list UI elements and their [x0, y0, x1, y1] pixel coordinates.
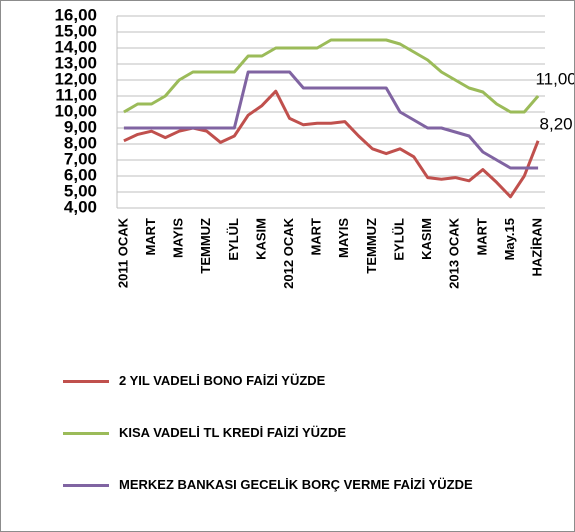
x-tick-label: MART	[474, 218, 489, 256]
x-tick-label: 2012 OCAK	[281, 217, 296, 288]
y-tick-label: 16,00	[54, 5, 97, 24]
x-tick-label: EYLÜL	[391, 218, 406, 261]
legend-item: 2 YIL VADELİ BONO FAİZİ YÜZDE	[63, 371, 553, 391]
y-tick-label: 7,00	[64, 149, 97, 168]
legend-swatch	[63, 484, 109, 487]
series-line	[123, 38, 540, 114]
x-tick-label: HAZİRAN	[530, 218, 545, 277]
y-tick-label: 12,00	[54, 69, 97, 88]
legend-label: 2 YIL VADELİ BONO FAİZİ YÜZDE	[119, 373, 326, 388]
y-tick-label: 10,00	[54, 101, 97, 120]
y-tick-label: 5,00	[64, 181, 97, 200]
x-tick-label: EYLÜL	[226, 218, 241, 261]
legend-item: MERKEZ BANKASI GECELİK BORÇ VERME FAİZİ …	[63, 475, 553, 495]
y-tick-label: 11,00	[55, 85, 97, 104]
y-tick-label: 13,00	[54, 53, 97, 72]
x-tick-label: KASIM	[419, 218, 434, 260]
x-tick-label: MART	[309, 218, 324, 256]
legend-swatch	[63, 380, 109, 383]
legend-label: MERKEZ BANKASI GECELİK BORÇ VERME FAİZİ …	[119, 477, 473, 492]
x-tick-label: 2011 OCAK	[115, 217, 130, 288]
x-tick-label: MART	[143, 218, 158, 256]
y-tick-label: 6,00	[64, 165, 97, 184]
legend-swatch	[63, 432, 109, 435]
y-tick-label: 9,00	[64, 117, 97, 136]
y-tick-label: 14,00	[54, 37, 97, 56]
x-tick-label: TEMMUZ	[364, 218, 379, 274]
y-tick-label: 15,00	[54, 21, 97, 40]
legend-item: KISA VADELİ TL KREDİ FAİZİ YÜZDE	[63, 423, 553, 443]
x-tick-label: May.15	[502, 218, 517, 260]
x-tick-label: KASIM	[253, 218, 268, 260]
data-label: 11,00	[535, 69, 574, 88]
series-line	[123, 70, 539, 170]
legend-label: KISA VADELİ TL KREDİ FAİZİ YÜZDE	[119, 425, 347, 440]
y-tick-label: 4,00	[64, 197, 97, 216]
x-tick-label: MAYIS	[336, 218, 351, 258]
data-label: 8,20	[540, 114, 573, 133]
y-tick-label: 8,00	[64, 133, 97, 152]
x-tick-label: TEMMUZ	[198, 218, 213, 274]
x-tick-label: MAYIS	[171, 218, 186, 258]
x-tick-label: 2013 OCAK	[447, 217, 462, 288]
